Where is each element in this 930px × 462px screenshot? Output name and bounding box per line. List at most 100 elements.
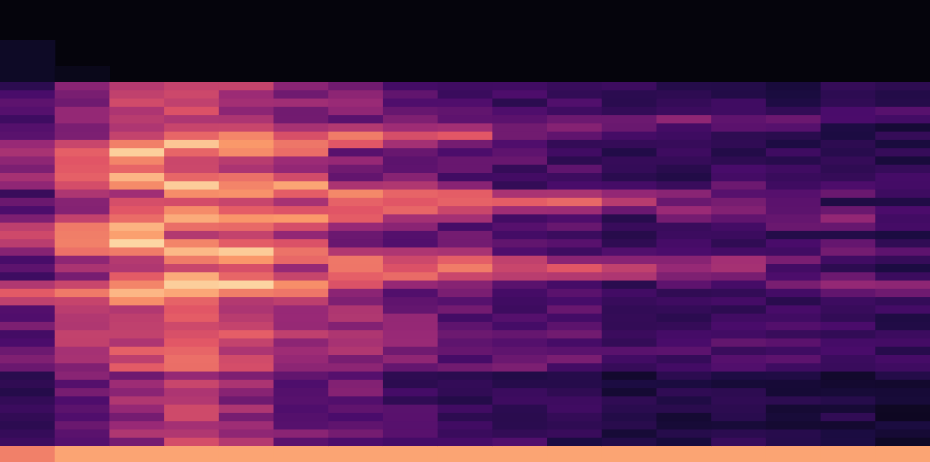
spectrogram-cell [328, 206, 384, 215]
spectrogram-cell [109, 346, 165, 356]
spectrogram-cell [711, 429, 767, 439]
spectrogram-cell [492, 123, 548, 133]
spectrogram-cell [328, 313, 384, 323]
spectrogram-cell [656, 412, 712, 422]
spectrogram-cell [656, 106, 712, 116]
spectrogram-cell [711, 131, 767, 141]
spectrogram-cell [656, 280, 712, 290]
spectrogram-cell [492, 156, 548, 166]
spectrogram-cell [492, 106, 548, 116]
spectrogram-cell [382, 346, 439, 356]
spectrogram-cell [54, 396, 111, 406]
spectrogram-cell [601, 156, 658, 166]
spectrogram-cell [382, 379, 439, 389]
spectrogram-cell [0, 363, 56, 373]
spectrogram-cell [547, 346, 603, 356]
spectrogram-cell [765, 206, 822, 215]
spectrogram-cell [601, 305, 658, 315]
spectrogram-cell [492, 321, 548, 331]
spectrogram-cell [711, 388, 767, 397]
spectrogram-cell [273, 429, 329, 439]
spectrogram-cell [601, 82, 658, 91]
spectrogram-cell [875, 330, 930, 340]
spectrogram-cell [765, 123, 822, 133]
spectrogram-cell [492, 404, 548, 414]
spectrogram-cell [328, 131, 384, 141]
spectrogram-cell [711, 379, 767, 389]
spectrogram-cell [875, 305, 930, 315]
spectrogram-cell [273, 437, 329, 447]
spectrogram-cell [547, 222, 603, 232]
spectrogram-cell [54, 222, 111, 232]
spectrogram-cell [601, 437, 658, 447]
spectrogram-cell [711, 264, 767, 273]
spectrogram-cell [273, 363, 329, 373]
spectrogram-cell [601, 429, 658, 439]
spectrogram-cell [492, 396, 548, 406]
spectrogram-cell [547, 123, 603, 133]
spectrogram-cell [382, 98, 439, 108]
spectrogram-cell [382, 280, 439, 290]
spectrogram-cell [54, 173, 111, 182]
spectrogram-cell [765, 131, 822, 141]
spectrogram-cell [492, 388, 548, 397]
spectrogram-cell [656, 305, 712, 315]
spectrogram-cell [601, 297, 658, 306]
spectrogram-cell [437, 297, 493, 306]
spectrogram-cell [875, 98, 930, 108]
spectrogram-cell [328, 355, 384, 364]
spectrogram-cell [0, 429, 56, 439]
spectrogram-cell [765, 388, 822, 397]
spectrogram-cell [382, 181, 439, 191]
spectrogram-cell [218, 164, 275, 174]
spectrogram-cell [54, 388, 111, 397]
spectrogram-cell [547, 330, 603, 340]
spectrogram-cell [711, 363, 767, 373]
spectrogram-cell [711, 305, 767, 315]
spectrogram-cell [656, 396, 712, 406]
spectrogram-cell [711, 297, 767, 306]
spectrogram-cell [382, 338, 439, 348]
spectrogram-cell [54, 330, 111, 340]
spectrogram-cell [765, 181, 822, 191]
spectrogram-cell [765, 412, 822, 422]
spectrogram-cell [492, 363, 548, 373]
spectrogram-cell [820, 446, 876, 462]
spectrogram-cell [273, 305, 329, 315]
spectrogram-cell [547, 139, 603, 149]
spectrogram-cell [328, 98, 384, 108]
spectrogram-cell [547, 181, 603, 191]
spectrogram-cell [109, 98, 165, 108]
spectrogram-cell [547, 230, 603, 240]
spectrogram-cell [328, 272, 384, 282]
spectrogram-cell [492, 206, 548, 215]
spectrogram-cell [328, 230, 384, 240]
spectrogram-cell [109, 272, 165, 282]
spectrogram-cell [820, 131, 876, 141]
spectrogram-cell [492, 230, 548, 240]
spectrogram-cell [656, 437, 712, 447]
spectrogram-cell [273, 297, 329, 306]
spectrogram-cell [0, 98, 56, 108]
spectrogram-cell [820, 164, 876, 174]
spectrogram-cell [54, 371, 111, 381]
spectrogram-cell [765, 429, 822, 439]
spectrogram-cell [273, 421, 329, 431]
spectrogram-cell [164, 82, 220, 91]
spectrogram-cell [273, 230, 329, 240]
spectrogram-cell [875, 396, 930, 406]
spectrogram-cell [820, 297, 876, 306]
spectrogram-cell [601, 280, 658, 290]
spectrogram-cell [437, 404, 493, 414]
spectrogram-cell [0, 156, 56, 166]
spectrogram-cell [54, 181, 111, 191]
spectrogram-cell [273, 197, 329, 207]
spectrogram-cell [492, 181, 548, 191]
spectrogram-cell [109, 421, 165, 431]
spectrogram-cell [0, 189, 56, 199]
spectrogram-cell [656, 164, 712, 174]
spectrogram-cell [54, 66, 111, 82]
spectrogram-cell [54, 363, 111, 373]
spectrogram-cell [218, 189, 275, 199]
spectrogram-cell [0, 355, 56, 364]
